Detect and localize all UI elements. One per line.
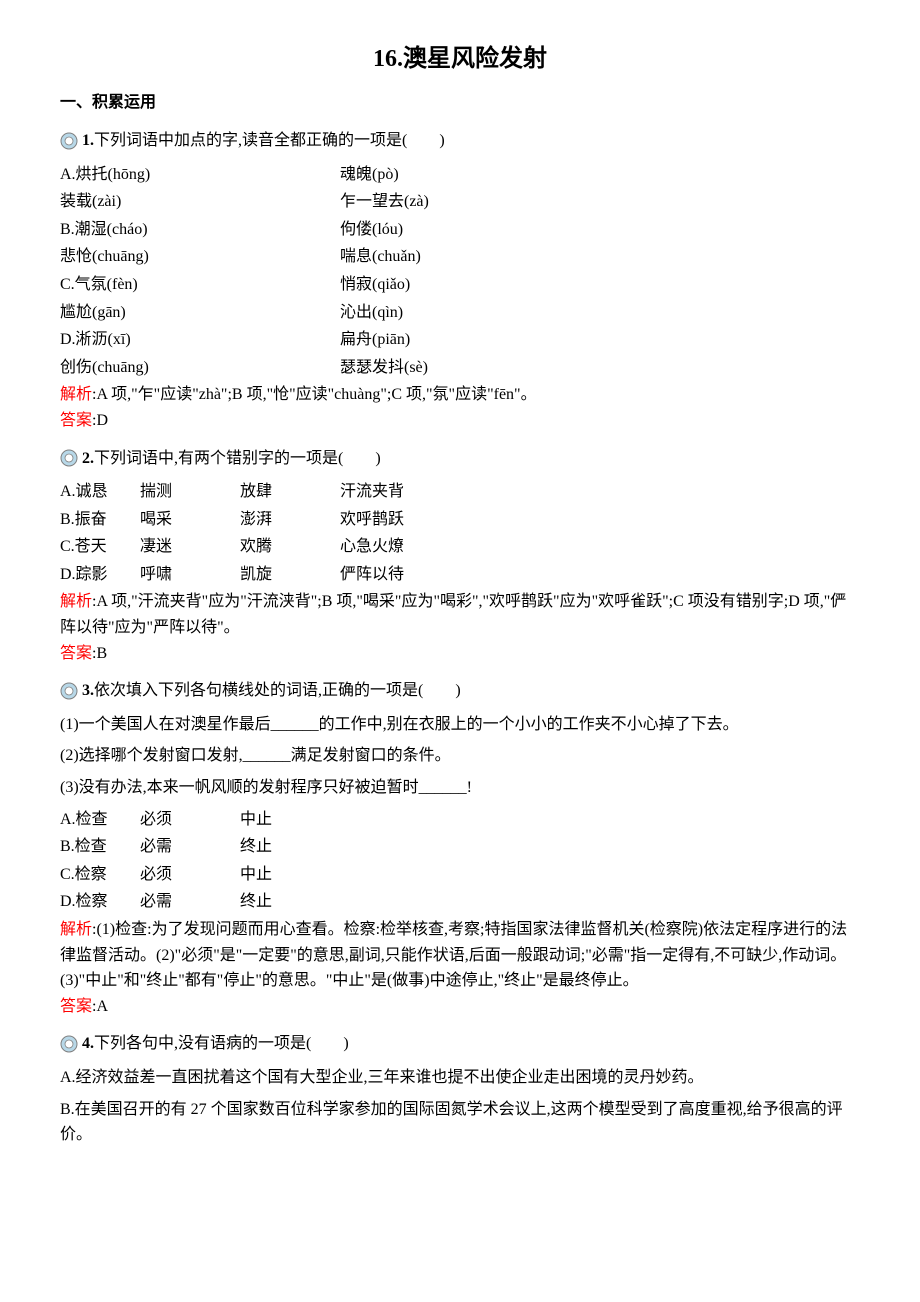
- analysis-label: 解析: [60, 921, 92, 938]
- question-number: 1.: [82, 128, 94, 154]
- bullet-icon: [60, 449, 78, 467]
- option-text: C.气氛(fèn): [60, 272, 340, 298]
- option-text: A.经济效益差一直困扰着这个国有大型企业,三年来谁也提不出使企业走出困境的灵丹妙…: [60, 1065, 860, 1091]
- question-number: 2.: [82, 446, 94, 472]
- option-text: 汗流夹背: [340, 479, 440, 505]
- option-text: B.在美国召开的有 27 个国家数百位科学家参加的国际固氮学术会议上,这两个模型…: [60, 1097, 860, 1148]
- option-text: D.淅沥(xī): [60, 327, 340, 353]
- option-text: 乍一望去(zà): [340, 189, 860, 215]
- option-text: A.检查: [60, 807, 140, 833]
- option-text: 喘息(chuǎn): [340, 244, 860, 270]
- option-text: 悲怆(chuāng): [60, 244, 340, 270]
- option-text: 瑟瑟发抖(sè): [340, 355, 860, 381]
- option-text: 必需: [140, 889, 240, 915]
- answer-label: 答案: [60, 998, 92, 1015]
- analysis-text: :A 项,"汗流夹背"应为"汗流浃背";B 项,"喝采"应为"喝彩","欢呼鹊跃…: [60, 593, 846, 636]
- option-text: 欢呼鹊跃: [340, 507, 440, 533]
- bullet-icon: [60, 132, 78, 150]
- option-text: B.检查: [60, 834, 140, 860]
- option-text: 呼啸: [140, 562, 240, 588]
- analysis-line: 解析:A 项,"汗流夹背"应为"汗流浃背";B 项,"喝采"应为"喝彩","欢呼…: [60, 589, 860, 640]
- answer-line: 答案:D: [60, 408, 860, 434]
- section-header: 一、积累运用: [60, 90, 860, 116]
- option-text: 沁出(qìn): [340, 300, 860, 326]
- question-stem: 下列各句中,没有语病的一项是( ): [94, 1031, 349, 1057]
- option-text: 凄迷: [140, 534, 240, 560]
- option-text: 欢腾: [240, 534, 340, 560]
- analysis-label: 解析: [60, 593, 92, 610]
- option-text: 放肆: [240, 479, 340, 505]
- option-text: 中止: [240, 862, 340, 888]
- option-text: 终止: [240, 834, 340, 860]
- option-text: 佝偻(lóu): [340, 217, 860, 243]
- option-text: 悄寂(qiǎo): [340, 272, 860, 298]
- question-number: 4.: [82, 1031, 94, 1057]
- question-stem: 依次填入下列各句横线处的词语,正确的一项是( ): [94, 678, 461, 704]
- question-3-header: 3. 依次填入下列各句横线处的词语,正确的一项是( ): [60, 678, 860, 704]
- option-text: 扁舟(piān): [340, 327, 860, 353]
- question-stem: 下列词语中加点的字,读音全都正确的一项是( ): [94, 128, 445, 154]
- bullet-icon: [60, 1035, 78, 1053]
- option-text: 喝采: [140, 507, 240, 533]
- option-text: 心急火燎: [340, 534, 440, 560]
- fill-sentence: (2)选择哪个发射窗口发射,______满足发射窗口的条件。: [60, 743, 860, 769]
- answer-label: 答案: [60, 412, 92, 429]
- option-text: D.踪影: [60, 562, 140, 588]
- answer-line: 答案:B: [60, 641, 860, 667]
- option-text: 创伤(chuāng): [60, 355, 340, 381]
- option-text: 澎湃: [240, 507, 340, 533]
- option-text: A.诚恳: [60, 479, 140, 505]
- analysis-line: 解析:A 项,"乍"应读"zhà";B 项,"怆"应读"chuàng";C 项,…: [60, 382, 860, 408]
- option-text: 必需: [140, 834, 240, 860]
- question-1-header: 1. 下列词语中加点的字,读音全都正确的一项是( ): [60, 128, 860, 154]
- option-text: 必须: [140, 862, 240, 888]
- analysis-text: :(1)检查:为了发现问题而用心查看。检察:检举核查,考察;特指国家法律监督机关…: [60, 921, 847, 989]
- option-text: C.苍天: [60, 534, 140, 560]
- option-text: 揣测: [140, 479, 240, 505]
- question-number: 3.: [82, 678, 94, 704]
- option-text: 必须: [140, 807, 240, 833]
- option-text: 俨阵以待: [340, 562, 440, 588]
- option-text: 中止: [240, 807, 340, 833]
- option-text: 凯旋: [240, 562, 340, 588]
- document-title: 16.澳星风险发射: [60, 40, 860, 78]
- option-text: 魂魄(pò): [340, 162, 860, 188]
- analysis-line: 解析:(1)检查:为了发现问题而用心查看。检察:检举核查,考察;特指国家法律监督…: [60, 917, 860, 994]
- answer-line: 答案:A: [60, 994, 860, 1020]
- answer-text: :B: [92, 645, 107, 662]
- option-text: 终止: [240, 889, 340, 915]
- option-text: B.潮湿(cháo): [60, 217, 340, 243]
- option-text: D.检察: [60, 889, 140, 915]
- option-text: C.检察: [60, 862, 140, 888]
- analysis-text: :A 项,"乍"应读"zhà";B 项,"怆"应读"chuàng";C 项,"氛…: [92, 386, 537, 403]
- question-stem: 下列词语中,有两个错别字的一项是( ): [94, 446, 381, 472]
- answer-text: :D: [92, 412, 108, 429]
- option-text: B.振奋: [60, 507, 140, 533]
- option-text: 装载(zài): [60, 189, 340, 215]
- question-2-header: 2. 下列词语中,有两个错别字的一项是( ): [60, 446, 860, 472]
- question-2-options: A.诚恳揣测放肆汗流夹背 B.振奋喝采澎湃欢呼鹊跃 C.苍天凄迷欢腾心急火燎 D…: [60, 479, 860, 587]
- question-4-header: 4. 下列各句中,没有语病的一项是( ): [60, 1031, 860, 1057]
- question-3-options: A.检查必须中止 B.检查必需终止 C.检察必须中止 D.检察必需终止: [60, 807, 860, 915]
- analysis-label: 解析: [60, 386, 92, 403]
- fill-sentence: (3)没有办法,本来一帆风顺的发射程序只好被迫暂时______!: [60, 775, 860, 801]
- option-text: 尴尬(gān): [60, 300, 340, 326]
- bullet-icon: [60, 682, 78, 700]
- option-text: A.烘托(hōng): [60, 162, 340, 188]
- question-1-options: A.烘托(hōng)魂魄(pò) 装载(zài)乍一望去(zà) B.潮湿(ch…: [60, 162, 860, 381]
- fill-sentence: (1)一个美国人在对澳星作最后______的工作中,别在衣服上的一个小小的工作夹…: [60, 712, 860, 738]
- answer-text: :A: [92, 998, 108, 1015]
- answer-label: 答案: [60, 645, 92, 662]
